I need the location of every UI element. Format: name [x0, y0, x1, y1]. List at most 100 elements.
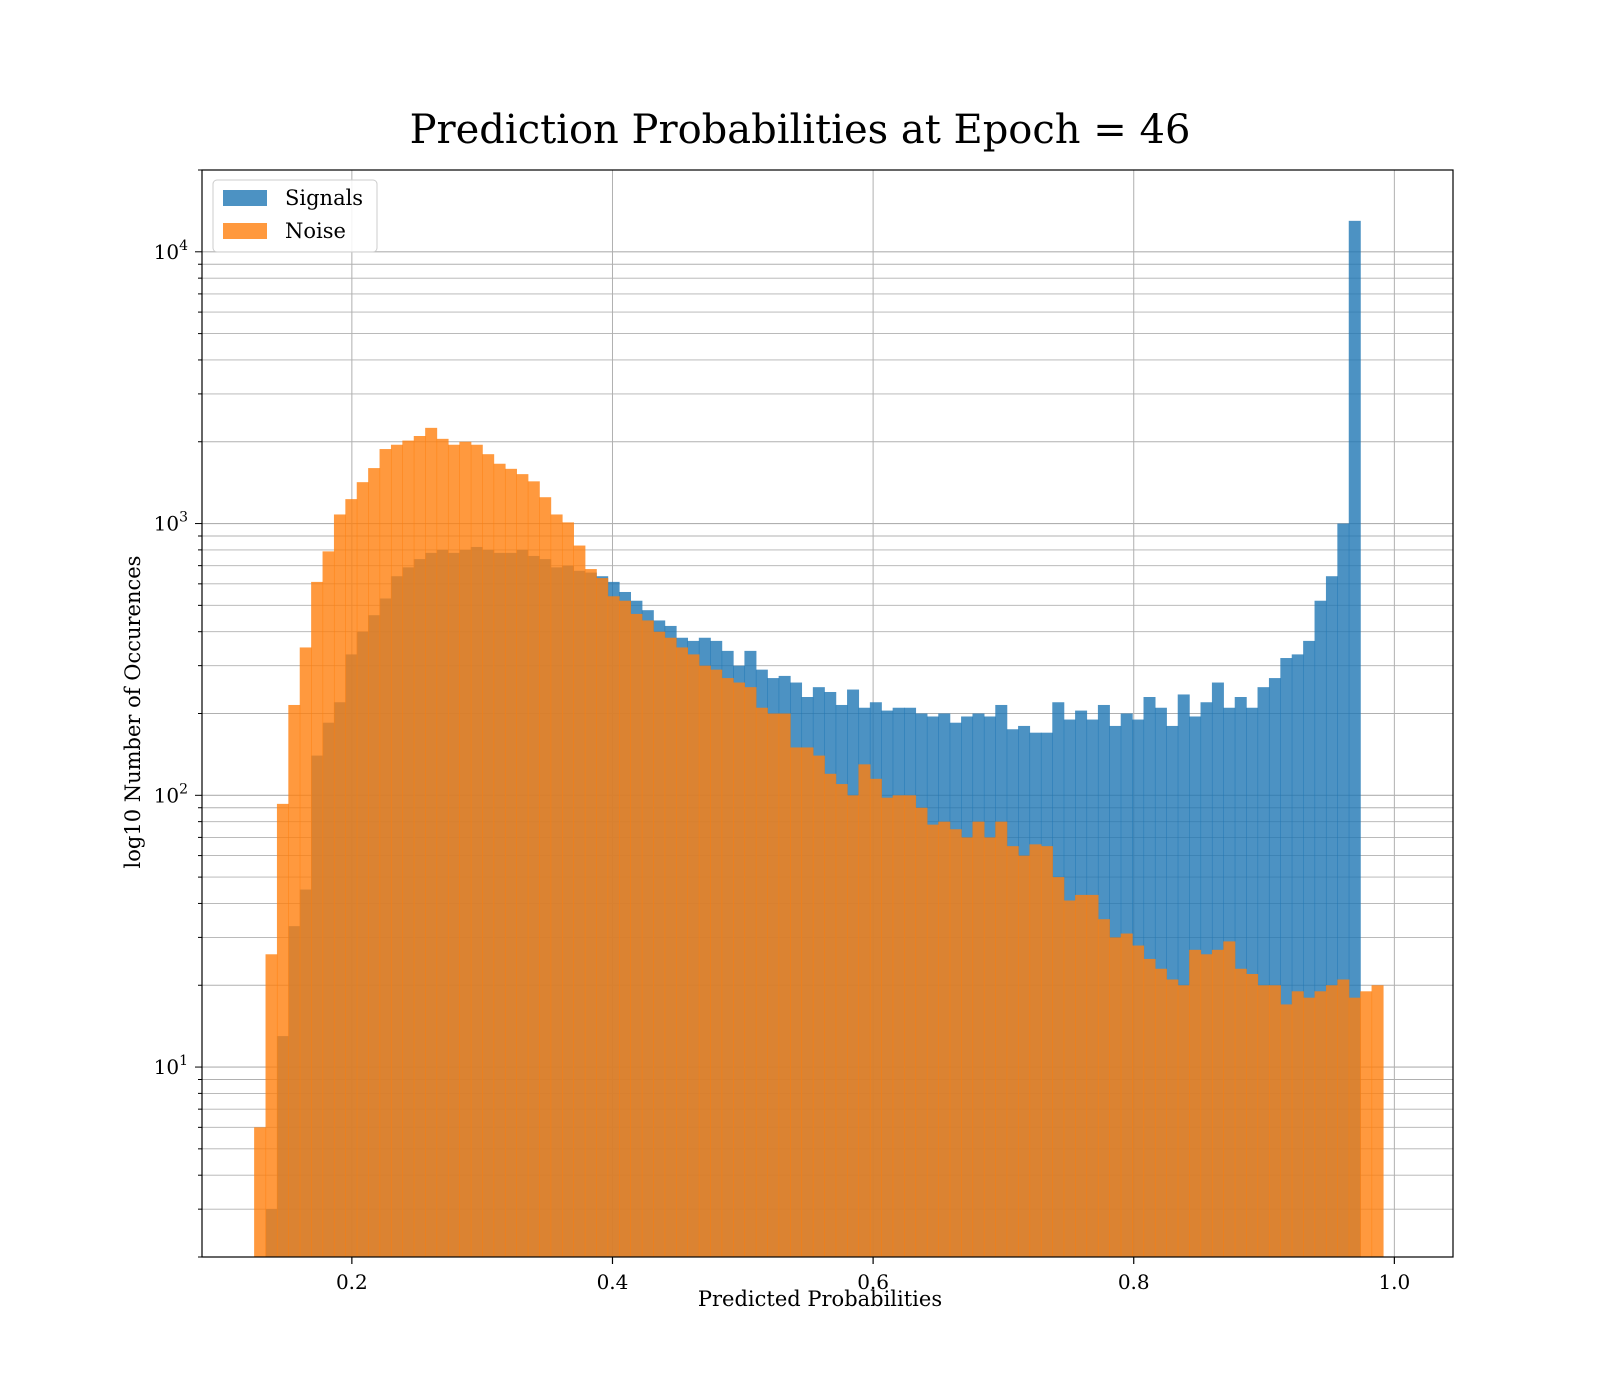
noise-bar: [687, 654, 700, 1257]
x-tick-label: 1.0: [1378, 1270, 1410, 1294]
noise-bar: [1097, 919, 1110, 1257]
legend-swatch-signals: [223, 190, 267, 206]
noise-bar: [1063, 900, 1076, 1257]
noise-bar: [778, 713, 791, 1257]
noise-bar: [698, 665, 711, 1257]
noise-bar: [869, 778, 882, 1257]
noise-bar: [904, 795, 917, 1257]
noise-bar: [983, 837, 996, 1257]
noise-bar: [459, 441, 472, 1257]
noise-bar: [755, 707, 768, 1257]
noise-bar: [961, 837, 974, 1257]
noise-bar: [1132, 945, 1145, 1257]
noise-bar: [812, 755, 825, 1257]
noise-bar: [1371, 985, 1384, 1257]
noise-bar: [1189, 949, 1202, 1257]
noise-bar: [1257, 985, 1270, 1257]
y-tick-label: 102: [154, 781, 188, 807]
noise-bar: [1291, 991, 1304, 1257]
noise-bar: [1280, 1004, 1293, 1257]
noise-bar: [653, 631, 666, 1257]
noise-bar: [1006, 846, 1019, 1257]
noise-bar: [527, 481, 540, 1257]
noise-bar: [835, 784, 848, 1257]
noise-bar: [744, 687, 757, 1257]
noise-bar: [288, 704, 301, 1257]
noise-bar: [1223, 941, 1236, 1257]
noise-bar: [1029, 844, 1042, 1257]
noise-bar: [858, 764, 871, 1257]
y-tick-label: 103: [154, 510, 188, 536]
noise-bar: [470, 444, 483, 1257]
y-tick-base: 10: [154, 783, 179, 807]
noise-bar: [436, 438, 449, 1257]
noise-bar: [641, 620, 654, 1257]
noise-bar: [972, 821, 985, 1257]
noise-bar: [1040, 846, 1053, 1257]
noise-bar: [847, 795, 860, 1257]
noise-bar: [1360, 991, 1373, 1257]
noise-bar: [596, 578, 609, 1257]
noise-bar: [1268, 985, 1281, 1257]
noise-bar: [550, 514, 563, 1257]
noise-bar: [1120, 933, 1133, 1257]
noise-bar: [368, 468, 381, 1257]
noise-bar: [1018, 855, 1031, 1257]
noise-bar: [413, 435, 426, 1257]
noise-bar: [1177, 985, 1190, 1257]
noise-bar: [1314, 991, 1327, 1257]
noise-bar: [824, 773, 837, 1257]
noise-bar: [311, 581, 324, 1257]
x-tick-label: 0.4: [597, 1270, 629, 1294]
noise-bar: [276, 803, 289, 1257]
noise-bar: [322, 551, 335, 1257]
noise-bar: [1109, 937, 1122, 1257]
noise-bar: [767, 713, 780, 1257]
y-axis-label: log10 Number of Occurences: [121, 556, 145, 869]
y-tick-exponent: 2: [179, 781, 188, 797]
noise-bar: [1303, 997, 1316, 1257]
noise-bar: [561, 522, 574, 1257]
noise-bar: [1348, 997, 1361, 1257]
y-tick-exponent: 1: [179, 1053, 188, 1069]
noise-bar: [892, 795, 905, 1257]
noise-bar: [721, 678, 734, 1257]
noise-bar: [1337, 979, 1350, 1257]
y-tick-exponent: 3: [179, 510, 188, 526]
noise-bar: [425, 427, 438, 1257]
noise-bar: [1052, 877, 1065, 1257]
noise-bar: [733, 682, 746, 1257]
noise-bar: [516, 474, 529, 1257]
noise-bar: [1075, 894, 1088, 1257]
noise-bar: [801, 747, 814, 1257]
noise-bar: [299, 647, 312, 1257]
noise-bar: [1325, 985, 1338, 1257]
noise-bar: [1143, 958, 1156, 1257]
noise-bar: [265, 954, 278, 1257]
noise-bar: [539, 497, 552, 1257]
y-tick-exponent: 4: [179, 238, 188, 254]
noise-bar: [790, 747, 803, 1257]
noise-bar: [881, 797, 894, 1257]
noise-bar: [402, 440, 415, 1257]
noise-bar: [630, 613, 643, 1257]
chart-title: Prediction Probabilities at Epoch = 46: [410, 107, 1191, 153]
noise-bar: [1211, 949, 1224, 1257]
noise-bar: [926, 824, 939, 1257]
noise-bar: [619, 600, 632, 1257]
noise-bar: [390, 444, 403, 1257]
noise-bar: [664, 637, 677, 1257]
noise-bar: [1086, 894, 1099, 1257]
noise-bar: [1246, 974, 1259, 1257]
noise-bar: [995, 821, 1008, 1257]
noise-bar: [447, 444, 460, 1257]
legend-label-noise: Noise: [285, 219, 346, 243]
x-axis-label: Predicted Probabilities: [698, 1287, 942, 1311]
noise-bar: [915, 807, 928, 1257]
noise-bar: [379, 449, 392, 1258]
noise-bar: [504, 468, 517, 1258]
noise-bar: [573, 545, 586, 1257]
noise-bar: [254, 1127, 267, 1257]
